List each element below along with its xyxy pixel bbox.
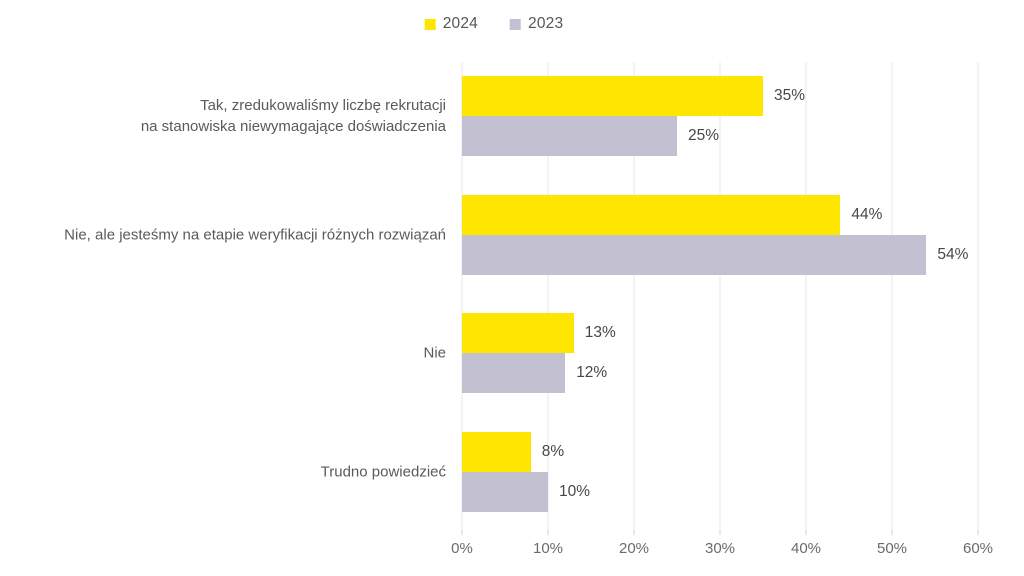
legend-label: 2023 [528, 15, 564, 32]
value-label: 35% [774, 87, 806, 104]
legend-item-2024: 2024 [424, 15, 478, 33]
x-axis-label: 60% [962, 540, 994, 557]
axis-tick [633, 530, 635, 535]
value-label: 12% [576, 364, 608, 381]
bar-2023-3 [462, 472, 548, 512]
category-label: Tak, zredukowaliśmy liczbę rekrutacji na… [140, 97, 446, 135]
chart-legend: 2024 2023 [424, 15, 564, 33]
x-axis-label: 10% [532, 540, 564, 557]
gridline [977, 62, 979, 530]
axis-tick [719, 530, 721, 535]
bar-2023-2 [462, 353, 566, 393]
x-axis: 0% 10% 20% 30% 40% 50% 60% [0, 540, 1024, 564]
gridline [633, 62, 635, 530]
legend-label: 2024 [442, 15, 478, 32]
plot-area: 35% 25% 44% 54% 13% 12% 8% 10% [461, 62, 979, 535]
gridline [719, 62, 721, 530]
bar-2024-3 [462, 432, 531, 472]
x-axis-label: 40% [790, 540, 822, 557]
x-axis-label: 50% [876, 540, 908, 557]
legend-swatch [424, 18, 436, 30]
value-label: 25% [688, 127, 720, 144]
category-label: Trudno powiedzieć [320, 463, 446, 481]
value-label: 8% [541, 443, 565, 460]
x-axis-label: 0% [451, 540, 473, 557]
gridline [461, 62, 463, 530]
gridline [805, 62, 807, 530]
axis-tick [547, 530, 549, 535]
axis-tick [805, 530, 807, 535]
value-label: 44% [851, 206, 883, 223]
category-label: Nie, ale jesteśmy na etapie weryfikacji … [64, 226, 446, 244]
axis-tick [461, 530, 463, 535]
value-label: 13% [584, 324, 616, 341]
x-axis-label: 20% [618, 540, 650, 557]
legend-item-2023: 2023 [510, 15, 563, 33]
value-label: 54% [937, 246, 969, 263]
bar-2023-1 [462, 235, 927, 275]
category-labels: Tak, zredukowaliśmy liczbę rekrutacji na… [0, 0, 462, 576]
bar-2024-2 [462, 313, 574, 353]
legend-swatch [510, 18, 521, 30]
x-axis-label: 30% [704, 540, 736, 557]
gridline [547, 62, 549, 530]
value-label: 10% [558, 483, 591, 500]
gridline [891, 62, 893, 530]
bar-2023-0 [462, 116, 677, 156]
bar-2024-1 [462, 195, 841, 235]
axis-tick [977, 530, 979, 535]
axis-tick [891, 530, 893, 535]
category-label: Nie [423, 344, 446, 362]
bar-2024-0 [462, 76, 763, 116]
